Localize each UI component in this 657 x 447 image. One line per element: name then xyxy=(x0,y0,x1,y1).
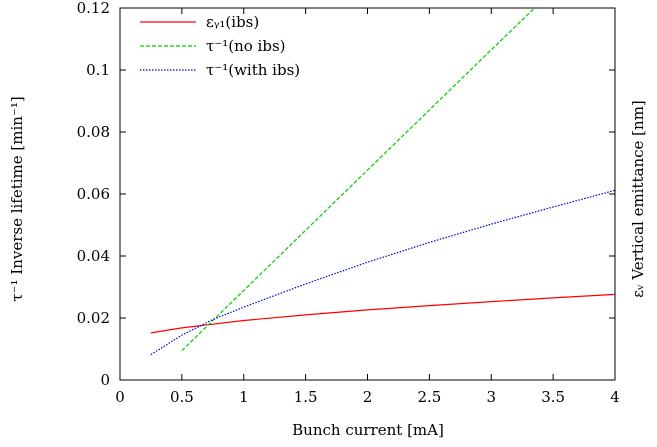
x-tick-label: 2 xyxy=(363,388,373,406)
y-tick-label: 0.06 xyxy=(77,185,110,203)
legend-label-3: τ⁻¹(with ibs) xyxy=(206,61,300,79)
y-tick-label: 0.04 xyxy=(77,247,110,265)
secondary-y-axis-label: εᵥ Vertical emittance [nm] xyxy=(629,100,647,298)
series-lines xyxy=(150,7,616,356)
y-tick-label: 0.08 xyxy=(77,123,110,141)
y-tick-label: 0.1 xyxy=(86,61,110,79)
legend-label-2: τ⁻¹(no ibs) xyxy=(206,37,286,55)
y-axis-label: τ⁻¹ Inverse lifetime [min⁻¹] xyxy=(8,96,26,301)
series-line-3 xyxy=(150,189,616,356)
x-tick-label: 0.5 xyxy=(170,388,194,406)
legend: εᵧ₁(ibs) τ⁻¹(no ibs) τ⁻¹(with ibs) xyxy=(140,13,300,79)
series-line-2 xyxy=(181,7,536,352)
axis-ticks: 0 0.5 1 1.5 2 2.5 3 3.5 4 0 0.02 0.04 0.06 0.08 0.1 0.1… xyxy=(77,0,620,406)
legend-label-1: εᵧ₁(ibs) xyxy=(206,13,259,31)
x-tick-label: 4 xyxy=(610,388,620,406)
series-line-1 xyxy=(150,293,616,334)
y-tick-label: 0 xyxy=(100,371,110,389)
plot-frame xyxy=(119,7,616,381)
y-tick-label: 0.02 xyxy=(77,309,110,327)
y-tick-label: 0.12 xyxy=(77,0,110,17)
x-tick-label: 1 xyxy=(239,388,249,406)
plot-area xyxy=(119,7,616,381)
x-tick-label: 3.5 xyxy=(541,388,565,406)
x-tick-label: 1.5 xyxy=(294,388,318,406)
x-axis-label: Bunch current [mA] xyxy=(292,421,444,439)
x-tick-label: 3 xyxy=(486,388,496,406)
x-tick-label: 0 xyxy=(115,388,125,406)
x-tick-label: 2.5 xyxy=(417,388,441,406)
